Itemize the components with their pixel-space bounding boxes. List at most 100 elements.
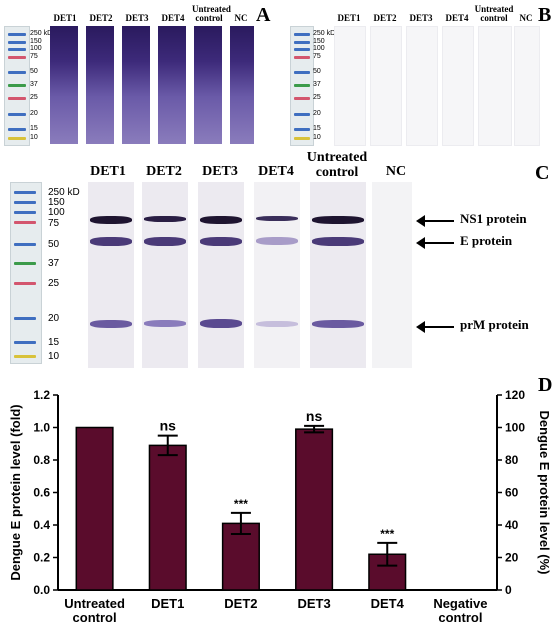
- ladder-label: 10: [48, 351, 60, 362]
- ladder-label: 25: [313, 94, 321, 101]
- lane-label: DET2: [89, 13, 113, 23]
- ladder-label: 10: [30, 134, 38, 141]
- stained-lane: [158, 26, 186, 144]
- x-tick-label: DET3: [297, 596, 330, 611]
- significance-label: ***: [234, 497, 248, 511]
- ladder-label: 100: [30, 45, 42, 52]
- ladder-label: 75: [30, 53, 38, 60]
- ladder-label: 100: [313, 45, 325, 52]
- y2-tick-label: 120: [505, 388, 525, 402]
- lane-label: NC: [385, 164, 407, 179]
- y2-tick-label: 60: [505, 486, 519, 500]
- x-tick-label: DET2: [224, 596, 257, 611]
- bar: [75, 426, 114, 591]
- ladder-label: 50: [30, 68, 38, 75]
- y2-tick-label: 40: [505, 518, 519, 532]
- panel-c-letter: C: [535, 162, 550, 184]
- ladder-label: 25: [48, 278, 60, 289]
- lane-label: NC: [519, 13, 533, 23]
- y-tick-label: 0.2: [33, 551, 50, 565]
- lane-label: DET4: [445, 13, 469, 23]
- blank-lane: [370, 26, 402, 146]
- stained-lane: [194, 26, 222, 144]
- ladder-label: 75: [313, 53, 321, 60]
- lane-label: DET2: [373, 13, 397, 23]
- blot-lane: [198, 182, 244, 368]
- ladder-label: 250 kD: [48, 187, 80, 198]
- blank-lane: [478, 26, 512, 146]
- protein-label: NS1 protein: [460, 211, 527, 226]
- lane-label: DET2: [146, 164, 182, 179]
- bar-chart: 0.0 0.2 0.4 0.6 0.8 1.0 1.2 0 20 40 60 80 100 120 Deng…: [8, 388, 552, 625]
- blank-lane: [406, 26, 438, 146]
- ladder-label: 150: [30, 38, 42, 45]
- panel-c-ladder: [10, 182, 42, 364]
- ladder-label: 15: [30, 125, 38, 132]
- y-axis-title: Dengue E protein level (fold): [8, 404, 23, 580]
- x-tick-label: control: [438, 610, 482, 625]
- stained-lane: [50, 26, 78, 144]
- panel-d-letter: D: [538, 374, 553, 396]
- significance-label: ns: [306, 408, 323, 424]
- y2-tick-label: 20: [505, 551, 519, 565]
- y2-tick-label: 0: [505, 583, 512, 597]
- blank-lane: [514, 26, 540, 146]
- lane-label: NC: [234, 13, 248, 23]
- blank-lane: [442, 26, 474, 146]
- lane-label: DET3: [409, 13, 433, 23]
- significance-label: ns: [160, 418, 177, 434]
- bar: [295, 428, 334, 591]
- y-tick-label: 1.2: [33, 388, 50, 402]
- blank-lane: [334, 26, 366, 146]
- protein-label: E protein: [460, 233, 513, 248]
- arrow-icon: [416, 321, 454, 333]
- stained-lane: [86, 26, 114, 144]
- y-tick-label: 1.0: [33, 421, 50, 435]
- ladder-label: 150: [313, 38, 325, 45]
- blot-lane: [142, 182, 188, 368]
- stained-lane: [230, 26, 254, 144]
- y2-tick-label: 80: [505, 453, 519, 467]
- x-tick-label: DET4: [371, 596, 405, 611]
- y-tick-label: 0.0: [33, 583, 50, 597]
- lane-label: Untreated control: [306, 150, 368, 180]
- lane-label: DET1: [337, 13, 361, 23]
- arrow-icon: [416, 237, 454, 249]
- ladder-label: 150: [48, 197, 65, 208]
- ladder-label: 50: [313, 68, 321, 75]
- y2-tick-label: 100: [505, 421, 525, 435]
- lane-label: Untreated control: [192, 4, 231, 23]
- panel-a-ladder: [4, 26, 30, 146]
- x-tick-label: DET1: [151, 596, 184, 611]
- y-tick-label: 0.4: [33, 518, 50, 532]
- ladder-label: 37: [48, 258, 60, 269]
- ladder-label: 20: [313, 110, 321, 117]
- bar: [148, 444, 187, 591]
- significance-label: ***: [380, 527, 394, 541]
- ladder-label: 15: [313, 125, 321, 132]
- panel-b-letter: B: [538, 4, 552, 26]
- y-tick-label: 0.6: [33, 486, 50, 500]
- x-tick-label: control: [73, 610, 117, 625]
- blot-lane: [372, 182, 412, 368]
- ladder-label: 15: [48, 337, 60, 348]
- protein-label: prM protein: [460, 317, 529, 332]
- ladder-label: 75: [48, 218, 60, 229]
- lane-label: DET4: [258, 164, 294, 179]
- arrow-icon: [416, 215, 454, 227]
- lane-label: DET4: [161, 13, 185, 23]
- blot-lane: [310, 182, 366, 368]
- lane-label: DET3: [202, 164, 238, 179]
- y-tick-label: 0.8: [33, 453, 50, 467]
- ladder-label: 37: [30, 81, 38, 88]
- x-tick-label: Untreated: [64, 596, 125, 611]
- stained-lane: [122, 26, 150, 144]
- blot-lane: [254, 182, 300, 368]
- x-tick-label: Negative: [433, 596, 487, 611]
- blot-lane: [88, 182, 134, 368]
- lane-label: DET1: [90, 164, 126, 179]
- ladder-label: 10: [313, 134, 321, 141]
- lane-label: DET1: [53, 13, 77, 23]
- ladder-label: 20: [30, 110, 38, 117]
- ladder-label: 250 kD: [313, 30, 336, 37]
